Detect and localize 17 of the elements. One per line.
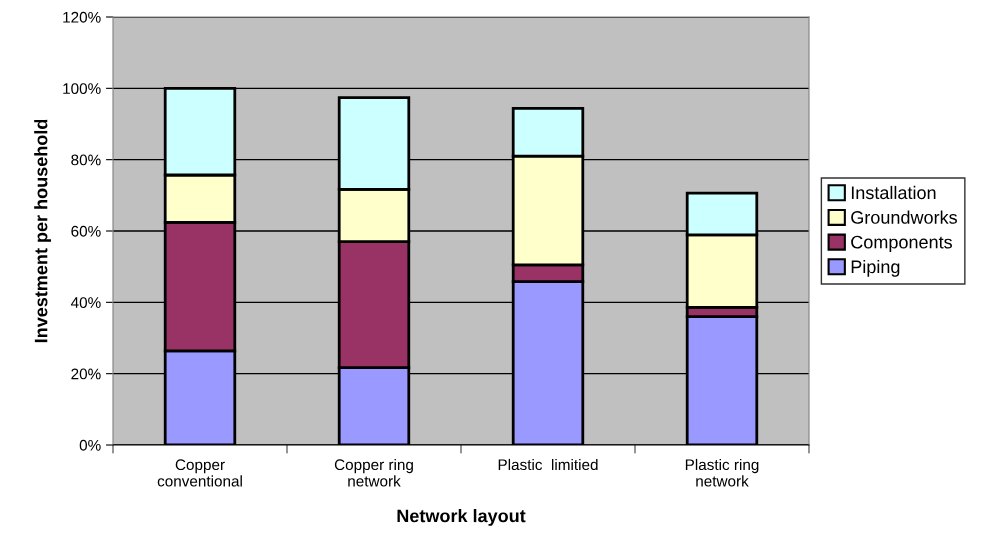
legend-label: Components — [851, 235, 952, 253]
x-axis-title: Network layout — [397, 509, 526, 526]
y-tick-label: 40% — [70, 297, 101, 309]
x-tick-label: Plastic ring network — [685, 458, 759, 487]
x-tick-label: Plastic limitied — [498, 458, 598, 471]
y-tick-label: 60% — [71, 225, 101, 237]
legend-label: Installation — [851, 185, 936, 200]
y-tick-label: 20% — [71, 368, 101, 380]
legend-label: Piping — [851, 259, 900, 277]
legend-label: Groundworks — [851, 210, 957, 224]
y-tick-label: 80% — [71, 154, 101, 166]
y-axis-title: Investment per household — [34, 119, 52, 343]
y-tick-label: 0% — [79, 439, 101, 451]
y-tick-label: 100% — [63, 83, 101, 95]
x-tick-label: Copper conventional — [157, 459, 242, 487]
x-tick-label: Copper ring network — [334, 458, 413, 487]
y-tick-label: 120% — [63, 11, 101, 23]
